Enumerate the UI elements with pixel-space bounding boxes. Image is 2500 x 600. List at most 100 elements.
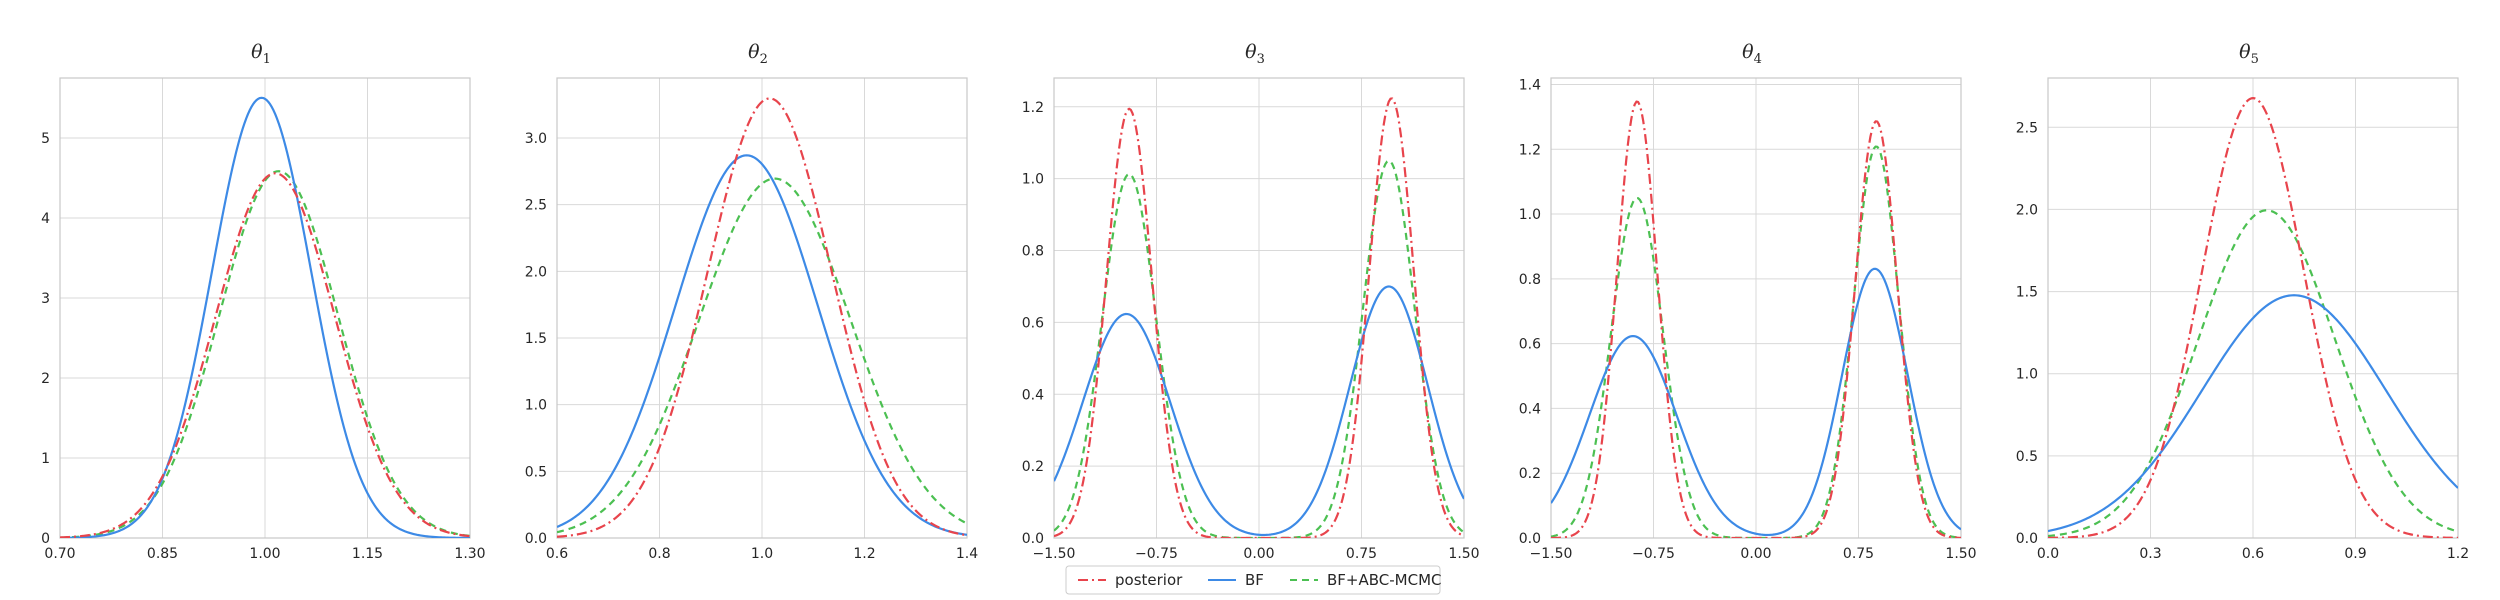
y-tick-label: 3 [41, 291, 50, 307]
x-tick-label: 0.6 [2242, 546, 2264, 562]
x-tick-label: 1.50 [1448, 546, 1479, 562]
y-tick-label: 5 [41, 131, 50, 147]
series-line-posterior [60, 172, 470, 538]
x-tick-label: 0.75 [1346, 546, 1377, 562]
series-line-posterior [557, 97, 967, 538]
panel-theta-4: −1.50 −0.75 0.00 0.75 1.50 0.0 0.2 0.4 0.6 0.8 1.0… [1519, 41, 1977, 562]
panel-title: θ5 [2239, 41, 2259, 67]
series-line-bf [557, 154, 967, 536]
y-tick-label: 1.5 [2016, 285, 2038, 301]
panel-title: θ3 [1245, 41, 1265, 67]
x-tick-label: 1.2 [2447, 546, 2469, 562]
series-line-bf [1054, 285, 1464, 537]
legend-item-posterior: posterior [1078, 571, 1183, 589]
y-tick-label: 0.0 [525, 531, 547, 547]
plot-frame [556, 77, 968, 539]
x-tick-label: 0.00 [1740, 546, 1771, 562]
x-tick-label: 0.70 [44, 546, 75, 562]
x-tick-label: −0.75 [1632, 546, 1675, 562]
plot-frame [2047, 77, 2459, 539]
x-tick-label: 0.75 [1843, 546, 1874, 562]
x-tick-label: 1.15 [352, 546, 383, 562]
y-tick-label: 2.5 [525, 198, 547, 214]
series-line-bf-abc-mcmc [557, 177, 967, 534]
legend-label-bf-abc-mcmc: BF+ABC-MCMC [1327, 571, 1442, 589]
panel-title-subscript: 3 [1257, 52, 1265, 67]
x-tick-label: 0.85 [147, 546, 178, 562]
x-tick-label: 0.3 [2139, 546, 2161, 562]
y-tick-label: 2.5 [2016, 120, 2038, 136]
y-tick-label: 0.8 [1022, 244, 1044, 260]
x-tick-label: 1.4 [956, 546, 978, 562]
y-tick-label: 0.2 [1519, 466, 1541, 482]
y-tick-label: 1.0 [1519, 207, 1541, 223]
panel-title-symbol: θ [1245, 41, 1257, 63]
panel-title-subscript: 4 [1754, 52, 1762, 67]
y-tick-label: 4 [41, 211, 50, 227]
x-tick-label: −1.50 [1530, 546, 1573, 562]
series-line-bf-abc-mcmc [1054, 159, 1464, 538]
y-tick-label: 1.2 [1022, 100, 1044, 116]
panel-title: θ2 [748, 41, 768, 67]
legend-label-posterior: posterior [1115, 571, 1183, 589]
y-tick-label: 2.0 [525, 264, 547, 280]
series-line-bf-abc-mcmc [2048, 209, 2458, 538]
y-tick-label: 0.6 [1022, 315, 1044, 331]
x-tick-label: 1.0 [751, 546, 773, 562]
y-tick-label: 0.0 [1022, 531, 1044, 547]
y-tick-label: 0.0 [2016, 531, 2038, 547]
series-line-bf-abc-mcmc [60, 170, 470, 538]
panel-theta-3: −1.50 −0.75 0.00 0.75 1.50 0.0 0.2 0.4 0.6 0.8 1.0… [1022, 41, 1480, 562]
x-tick-label: 0.9 [2344, 546, 2366, 562]
x-tick-label: −0.75 [1135, 546, 1178, 562]
legend: posterior BF BF+ABC-MCMC [1065, 565, 1442, 595]
x-tick-label: 1.30 [454, 546, 485, 562]
y-tick-label: 1 [41, 451, 50, 467]
y-tick-label: 0.6 [1519, 337, 1541, 353]
series-line-posterior [1054, 97, 1464, 538]
x-tick-label: 1.50 [1945, 546, 1976, 562]
y-tick-label: 3.0 [525, 131, 547, 147]
x-tick-label: 0.0 [2037, 546, 2059, 562]
x-tick-label: −1.50 [1033, 546, 1076, 562]
y-tick-label: 0 [41, 531, 50, 547]
panel-title-symbol: θ [2239, 41, 2251, 63]
panel-title-symbol: θ [748, 41, 760, 63]
legend-label-bf: BF [1245, 571, 1264, 589]
x-tick-label: 0.8 [648, 546, 670, 562]
series-line-bf [2048, 294, 2458, 533]
legend-item-bf: BF [1208, 571, 1264, 589]
series-line-bf [1551, 267, 1961, 537]
y-tick-label: 0.2 [1022, 459, 1044, 475]
y-tick-label: 0.8 [1519, 272, 1541, 288]
y-tick-label: 0.4 [1022, 387, 1044, 403]
x-tick-label: 1.2 [853, 546, 875, 562]
panel-theta-2: 0.6 0.8 1.0 1.2 1.4 0.0 0.5 1.0 1.5 2.0 2.5 3.0 θ2 [525, 41, 978, 562]
series-line-posterior [2048, 97, 2458, 538]
panel-title-subscript: 2 [760, 52, 768, 67]
y-tick-label: 0.0 [1519, 531, 1541, 547]
panel-title-symbol: θ [1742, 41, 1754, 63]
panel-title-symbol: θ [251, 41, 263, 63]
panel-title-subscript: 1 [263, 52, 271, 67]
series-line-posterior [1551, 100, 1961, 538]
x-tick-label: 0.00 [1243, 546, 1274, 562]
y-tick-label: 2 [41, 371, 50, 387]
x-tick-label: 1.00 [249, 546, 280, 562]
x-tick-label: 0.6 [546, 546, 568, 562]
y-tick-label: 1.0 [525, 398, 547, 414]
panel-title: θ1 [251, 41, 271, 67]
y-tick-label: 1.0 [2016, 367, 2038, 383]
y-tick-label: 1.4 [1519, 77, 1541, 93]
y-tick-label: 0.5 [2016, 449, 2038, 465]
plot-frame [59, 77, 471, 539]
legend-box [1065, 565, 1441, 595]
series-line-bf [60, 96, 470, 538]
panel-title-subscript: 5 [2251, 52, 2259, 67]
y-tick-label: 1.2 [1519, 142, 1541, 158]
y-tick-label: 0.4 [1519, 401, 1541, 417]
y-tick-label: 1.5 [525, 331, 547, 347]
